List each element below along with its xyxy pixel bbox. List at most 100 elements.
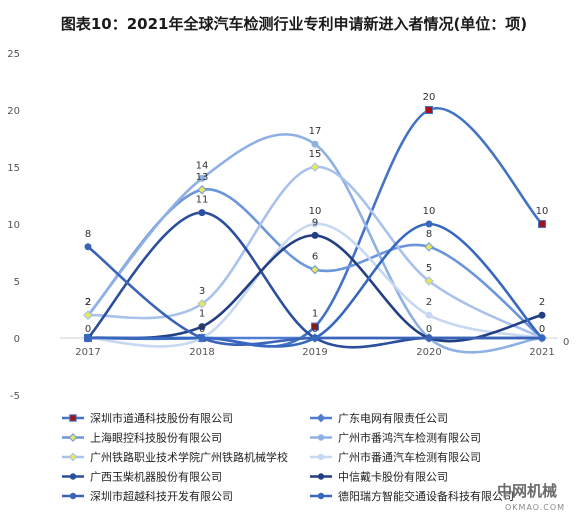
data-point — [310, 264, 320, 275]
data-label: 10 — [423, 206, 436, 217]
data-point — [316, 413, 326, 423]
data-point — [198, 334, 206, 342]
y-tick-label: 20 — [7, 106, 20, 117]
data-point — [198, 174, 206, 182]
data-point — [425, 311, 433, 319]
x-tick-label: 2018 — [189, 347, 214, 358]
data-point — [311, 334, 319, 342]
data-point — [198, 323, 206, 331]
data-label: 15 — [309, 149, 322, 160]
data-label: 11 — [196, 195, 209, 206]
data-point — [425, 220, 433, 228]
legend-item: 广州市番通汽车检测有限公司 — [310, 450, 481, 464]
legend-label: 广州铁路职业技术学院广州铁路机械学校 — [90, 450, 288, 464]
data-point — [538, 311, 546, 319]
data-label: 5 — [426, 263, 432, 274]
y-tick-label: 0 — [14, 334, 20, 345]
series-10 — [84, 220, 546, 348]
data-label: 10 — [309, 206, 322, 217]
data-point — [198, 209, 206, 217]
data-point — [68, 452, 78, 462]
data-label: 2 — [85, 297, 91, 308]
data-label: 0 — [312, 324, 318, 335]
legend-item: 上海眼控科技股份有限公司 — [62, 431, 222, 445]
legend-item: 广州铁路职业技术学院广州铁路机械学校 — [62, 450, 288, 464]
data-point — [317, 473, 325, 480]
data-label: 14 — [196, 160, 209, 171]
data-point — [317, 434, 325, 441]
data-point — [424, 276, 434, 286]
annotation: 0 — [563, 337, 569, 348]
data-label: 8 — [426, 229, 432, 240]
legend-item: 中信戴卡股份有限公司 — [310, 470, 448, 484]
x-tick-label: 2019 — [302, 347, 327, 358]
legend-item: 德阳瑞方智能交通设备科技有限公司 — [310, 489, 514, 503]
chart-title: 图表10：2021年全球汽车检测行业专利申请新进入者情况(单位：项) — [61, 15, 527, 33]
y-tick-label: 10 — [7, 220, 20, 231]
legend-label: 广州市番鸿汽车检测有限公司 — [338, 431, 481, 445]
data-label: 0 — [426, 324, 432, 335]
data-label: 3 — [199, 286, 205, 297]
data-label: 1 — [312, 309, 318, 320]
data-point — [311, 220, 319, 228]
data-point — [311, 322, 319, 331]
data-point — [317, 492, 325, 500]
data-point — [69, 473, 77, 480]
data-point — [68, 433, 78, 442]
data-label: 0 — [85, 324, 91, 335]
watermark-brand: 中网机械 — [497, 482, 557, 500]
data-point — [69, 414, 77, 422]
legend-label: 广东电网有限责任公司 — [338, 411, 448, 425]
data-point — [69, 492, 77, 500]
y-tick-label: 25 — [7, 49, 20, 60]
y-tick-label: -5 — [10, 391, 20, 402]
legend-label: 广西玉柴机器股份有限公司 — [90, 470, 222, 484]
data-label: 8 — [85, 229, 91, 240]
y-tick-label: 15 — [7, 163, 20, 174]
data-point — [197, 299, 207, 309]
data-point — [311, 231, 319, 239]
watermark: 中网机械 OKMAO.COM — [497, 482, 565, 512]
data-point — [84, 243, 92, 251]
data-label: 1 — [199, 309, 205, 320]
data-point — [317, 453, 325, 461]
data-point — [424, 242, 434, 252]
legend-item: 广西玉柴机器股份有限公司 — [62, 470, 222, 484]
series-line — [86, 222, 544, 348]
series-layer — [83, 106, 547, 354]
data-label: 10 — [536, 206, 549, 217]
watermark-domain: OKMAO.COM — [505, 503, 565, 512]
legend-item: 广东电网有限责任公司 — [310, 411, 448, 425]
data-point — [425, 106, 433, 114]
x-tick-label: 2020 — [416, 347, 441, 358]
data-point — [197, 185, 207, 195]
data-point — [425, 334, 433, 342]
data-label: 17 — [309, 126, 322, 137]
data-label: 6 — [312, 252, 318, 263]
x-tick-label: 2017 — [75, 347, 100, 358]
data-label: 13 — [196, 172, 209, 183]
y-tick-label: 5 — [14, 277, 20, 288]
data-label: 0 — [539, 324, 545, 335]
data-label: 20 — [423, 92, 436, 103]
legend-item: 广州市番鸿汽车检测有限公司 — [310, 431, 481, 445]
legend-label: 深圳市超越科技开发有限公司 — [90, 489, 233, 503]
data-label: 2 — [426, 297, 432, 308]
legend-label: 广州市番通汽车检测有限公司 — [338, 450, 481, 464]
data-point — [310, 162, 320, 172]
data-point — [538, 220, 546, 228]
legend-label: 上海眼控科技股份有限公司 — [90, 431, 222, 445]
legend-label: 深圳市道通科技股份有限公司 — [90, 411, 233, 425]
data-label: 0 — [199, 324, 205, 335]
data-label: 2 — [539, 297, 545, 308]
data-point — [84, 334, 92, 342]
x-tick-label: 2021 — [529, 347, 554, 358]
data-label: 2 — [85, 297, 91, 308]
legend-label: 中信戴卡股份有限公司 — [338, 470, 448, 484]
legend-label: 德阳瑞方智能交通设备科技有限公司 — [338, 489, 514, 503]
data-label: 9 — [312, 217, 318, 228]
